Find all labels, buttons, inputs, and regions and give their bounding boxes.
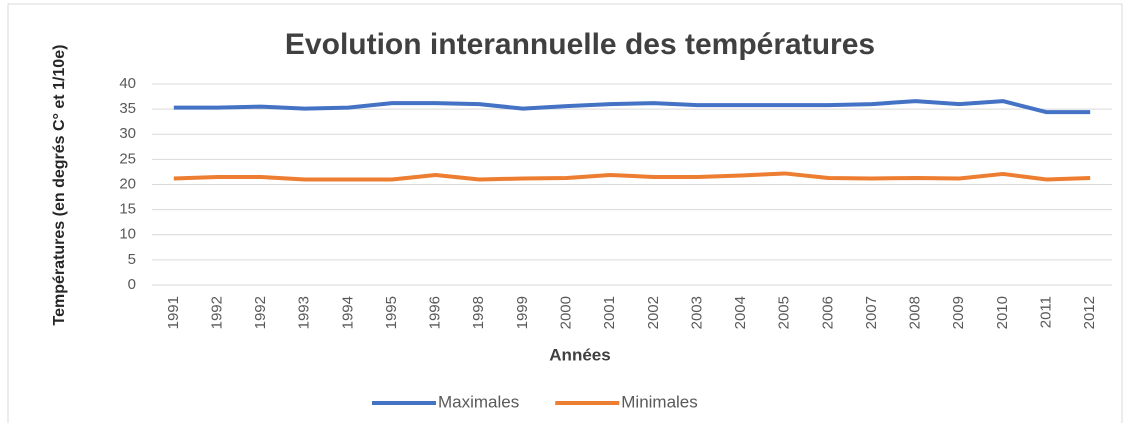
x-tick-label: 1998 — [470, 296, 487, 329]
x-axis-label: Années — [549, 345, 610, 364]
y-tick-label: 40 — [119, 75, 136, 92]
x-tick-label: 1991 — [165, 296, 182, 329]
x-tick-label: 2008 — [907, 296, 924, 329]
chart-title: Evolution interannuelle des températures — [285, 28, 875, 61]
y-tick-label: 5 — [128, 251, 136, 268]
y-axis-label: Températures (en degrés C° et 1/10e) — [51, 45, 68, 326]
x-tick-label: 1999 — [514, 296, 531, 329]
line-series — [173, 99, 1091, 115]
x-tick-label: 2005 — [776, 296, 793, 329]
x-tick-label: 2004 — [732, 296, 749, 329]
y-tick-label: 35 — [119, 100, 136, 117]
x-tick-label: 2000 — [558, 296, 575, 329]
chart-frame — [7, 3, 1123, 423]
y-tick-label: 20 — [119, 175, 136, 192]
x-tick-label: 1996 — [427, 296, 444, 329]
y-tick-label: 30 — [119, 125, 136, 142]
x-tick-label: 2001 — [601, 296, 618, 329]
x-tick-label: 2012 — [1081, 296, 1098, 329]
y-tick-label: 0 — [128, 276, 136, 293]
x-tick-label: 2011 — [1038, 296, 1055, 328]
x-tick-label: 2010 — [994, 296, 1011, 329]
x-tick-label: 2002 — [645, 296, 662, 329]
x-tick-label: 1994 — [339, 296, 356, 329]
y-tick-label: 25 — [119, 150, 136, 167]
x-tick-label: 2009 — [950, 296, 967, 329]
x-tick-label: 1995 — [383, 296, 400, 329]
x-tick-label: 1992 — [208, 296, 225, 329]
x-tick-label: 2006 — [819, 296, 836, 329]
x-tick-label: 2007 — [863, 296, 880, 329]
y-tick-label: 15 — [119, 201, 136, 218]
legend-label: Minimales — [621, 392, 698, 411]
x-tick-label: 2003 — [688, 296, 705, 329]
x-tick-label: 1992 — [252, 296, 269, 329]
legend-label: Maximales — [438, 392, 519, 411]
x-tick-label: 1993 — [296, 296, 313, 329]
y-tick-label: 10 — [119, 226, 136, 243]
line-series — [173, 171, 1091, 182]
